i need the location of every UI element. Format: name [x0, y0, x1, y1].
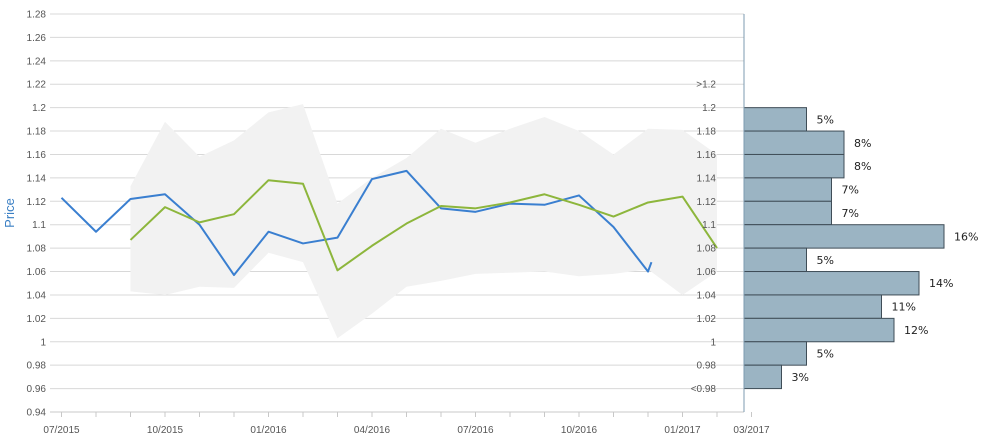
y-tick-label: 1.14 — [27, 173, 47, 184]
x-tick-label: 07/2016 — [457, 425, 494, 436]
axes: 1.28 1.26 1.24 1.22 1.2 1.18 1.16 1.14 1.12 1.1 1.… — [27, 10, 770, 437]
histogram-bin-label: 1.12 — [697, 197, 717, 208]
histogram-bar — [743, 341, 807, 366]
range-band-area — [130, 104, 717, 339]
histogram-bar-label: 14% — [929, 277, 953, 290]
histogram-bar — [743, 247, 807, 273]
histogram-bar — [743, 177, 832, 202]
y-tick-label: 1.06 — [27, 267, 47, 278]
y-tick-label: 1 — [40, 337, 46, 348]
y-tick-label: 1.18 — [27, 127, 47, 138]
y-tick-label: 0.98 — [27, 361, 47, 372]
histogram-bar — [743, 200, 832, 226]
histogram-bin-label: 1.2 — [702, 103, 716, 114]
histogram-bar-label: 8% — [854, 137, 871, 150]
histogram-bar — [743, 130, 845, 155]
y-tick-label: 0.96 — [27, 384, 47, 395]
histogram-bar-label: 11% — [892, 301, 916, 314]
histogram-bin-label: 1.02 — [697, 314, 717, 325]
y-tick-label: 1.02 — [27, 314, 47, 325]
x-tick-label: 03/2017 — [733, 425, 770, 436]
histogram-bar — [743, 153, 845, 179]
histogram-bin-label: 1.18 — [697, 127, 717, 138]
histogram-bar — [743, 107, 807, 132]
y-tick-label: 1.16 — [27, 150, 47, 161]
histogram-bin-label: 1.16 — [697, 150, 717, 161]
y-tick-label: 1.04 — [27, 290, 47, 301]
histogram-bin-label: 1.14 — [697, 173, 717, 184]
histogram-bar-label: 8% — [854, 160, 871, 173]
histogram-bin-label: 1.06 — [697, 267, 717, 278]
series-lines — [60, 169, 718, 277]
y-tick-label: 1.26 — [27, 33, 47, 44]
x-tick-label: 01/2017 — [664, 425, 701, 436]
histogram-bin-label: 1.04 — [697, 290, 717, 301]
histogram-bar — [743, 224, 945, 249]
histogram-bar-label: 5% — [817, 113, 834, 126]
y-axis-label: Price — [2, 198, 17, 228]
histogram-bar — [743, 317, 895, 343]
histogram-bar-label: 16% — [954, 230, 978, 243]
x-tick-label: 10/2016 — [561, 425, 598, 436]
y-tick-label: 1.22 — [27, 80, 47, 91]
histogram-bin-label: <0.98 — [691, 384, 717, 395]
histogram-bar-label: 12% — [904, 324, 928, 337]
y-tick-label: 0.94 — [27, 408, 47, 419]
histogram-bin-label: >1.2 — [696, 80, 716, 91]
histogram-bin-label: 1 — [710, 337, 716, 348]
histogram-bar — [743, 271, 920, 296]
x-tick-label: 10/2015 — [147, 425, 184, 436]
x-tick-label: 01/2016 — [250, 425, 287, 436]
y-tick-label: 1.2 — [32, 103, 46, 114]
forecast-series-line — [129, 179, 718, 272]
y-tick-label: 1.24 — [27, 56, 47, 67]
histogram-bin-label: 0.98 — [697, 361, 717, 372]
x-tick-label: 04/2016 — [354, 425, 391, 436]
histogram-bin-label: 1.08 — [697, 244, 717, 255]
x-tick-label: 07/2015 — [43, 425, 80, 436]
histogram-bar — [743, 364, 782, 390]
distribution-histogram: >1.2 1.2 5% 1.18 8% 1.16 8% 1.14 7% 1.12 7% 1.1 16% 1… — [691, 80, 979, 395]
histogram-bar-label: 7% — [842, 207, 859, 220]
y-tick-label: 1.28 — [27, 10, 47, 21]
histogram-bar-label: 5% — [817, 254, 834, 267]
y-tick-label: 1.1 — [32, 220, 46, 231]
histogram-bar-label: 7% — [842, 184, 859, 197]
histogram-bar-label: 5% — [817, 347, 834, 360]
histogram-bin-label: 1.1 — [702, 220, 716, 231]
histogram-bar-label: 3% — [792, 371, 809, 384]
y-tick-label: 1.08 — [27, 244, 47, 255]
histogram-bar — [743, 294, 882, 319]
y-tick-label: 1.12 — [27, 197, 47, 208]
price-range-band — [130, 104, 717, 339]
